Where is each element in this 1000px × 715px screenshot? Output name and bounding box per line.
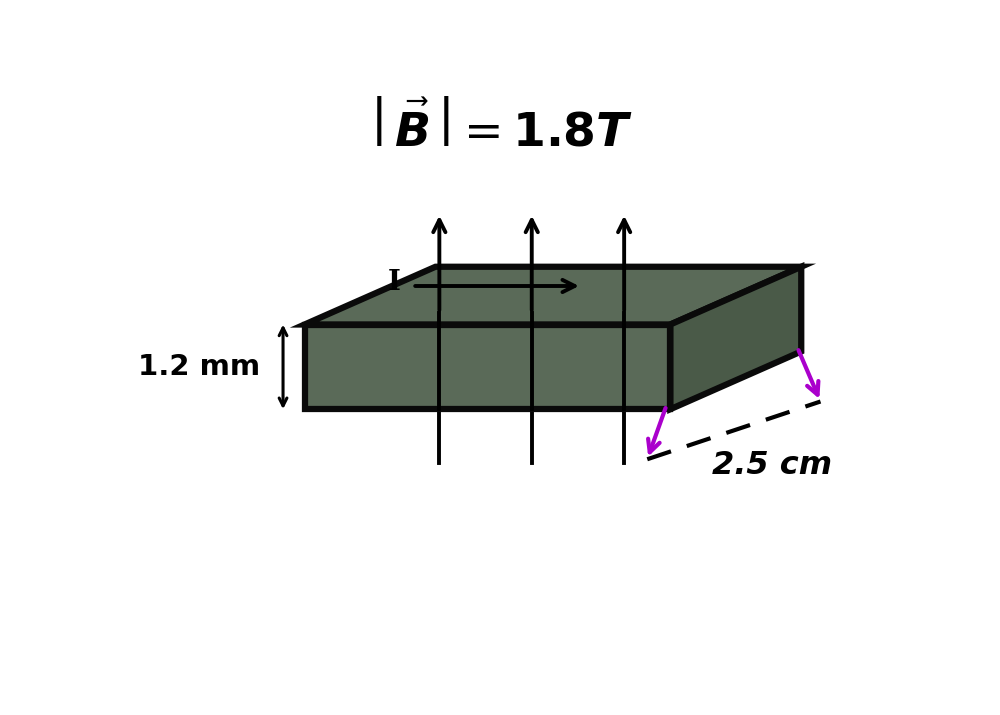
Text: I: I (388, 269, 401, 295)
Polygon shape (305, 267, 801, 325)
Polygon shape (670, 267, 801, 409)
Polygon shape (305, 325, 670, 409)
Text: 2.5 cm: 2.5 cm (712, 450, 832, 480)
Text: $\left|\,\vec{\boldsymbol{B}}\,\right| = \mathbf{1.8}\boldsymbol{T}$: $\left|\,\vec{\boldsymbol{B}}\,\right| =… (370, 102, 632, 155)
Text: 1.2 mm: 1.2 mm (138, 352, 260, 381)
